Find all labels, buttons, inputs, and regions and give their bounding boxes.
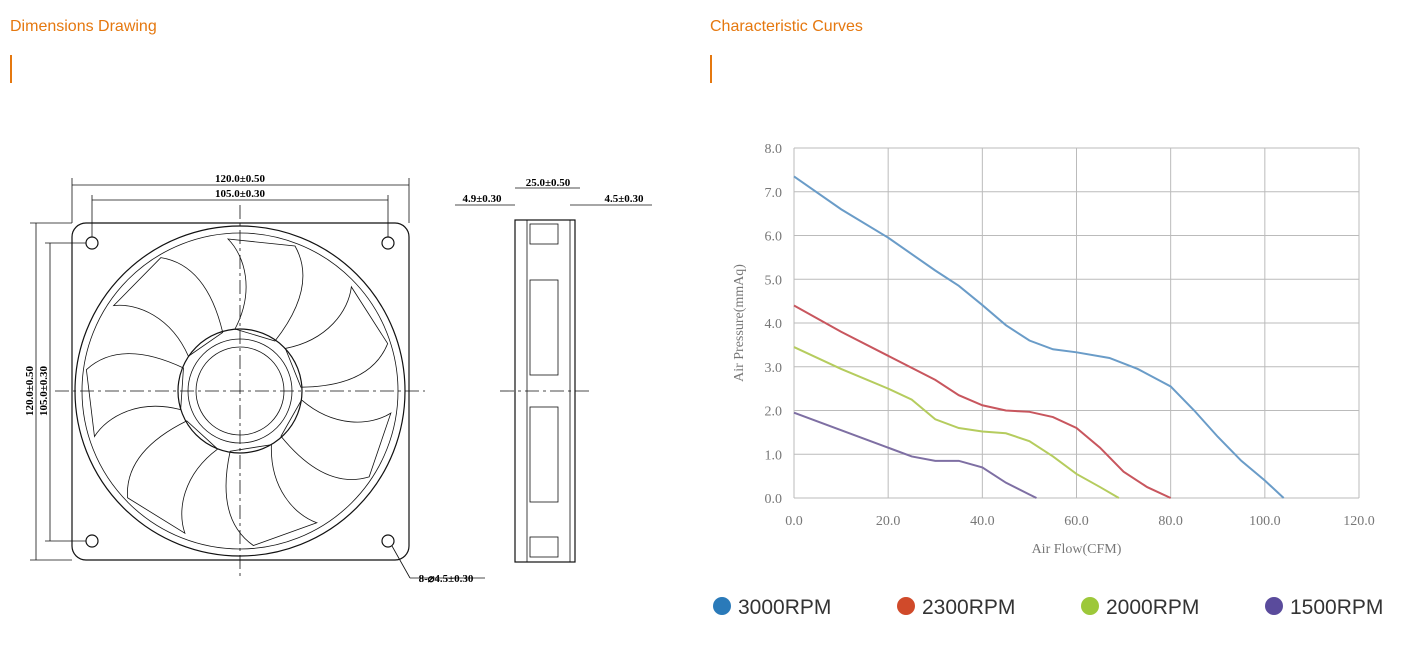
y-tick-label: 1.0 <box>765 448 783 463</box>
dimension-label: 4.5±0.30 <box>604 193 644 205</box>
dimension-label: 105.0±0.30 <box>38 365 50 416</box>
y-tick-label: 5.0 <box>765 273 783 288</box>
curve <box>793 175 1285 499</box>
x-tick-label: 40.0 <box>970 514 995 529</box>
legend-marker <box>1081 597 1099 615</box>
dimensions-drawing: 120.0±0.50 105.0±0.30 120.0±0.50 105.0±0… <box>24 173 652 585</box>
legend-label: 2300RPM <box>922 596 1015 619</box>
y-tick-label: 4.0 <box>765 317 783 332</box>
x-tick-label: 80.0 <box>1158 514 1183 529</box>
x-tick-label: 0.0 <box>785 514 803 529</box>
accent-bar <box>710 55 712 83</box>
dimension-label: 25.0±0.50 <box>526 177 571 189</box>
dimension-label: 8-⌀4.5±0.30 <box>419 573 474 585</box>
curve <box>793 304 1172 499</box>
x-tick-label: 120.0 <box>1343 514 1375 529</box>
dimension-label: 4.9±0.30 <box>462 193 502 205</box>
legend-label: 1500RPM <box>1290 596 1383 619</box>
y-tick-label: 0.0 <box>765 492 783 507</box>
y-tick-label: 7.0 <box>765 186 783 201</box>
x-tick-label: 20.0 <box>876 514 901 529</box>
curve <box>793 411 1037 499</box>
dimension-label: 105.0±0.30 <box>215 188 266 200</box>
legend-marker <box>713 597 731 615</box>
x-tick-label: 100.0 <box>1249 514 1281 529</box>
y-tick-label: 8.0 <box>765 142 783 157</box>
y-tick-label: 3.0 <box>765 361 783 376</box>
accent-bar <box>10 55 12 83</box>
y-tick-label: 2.0 <box>765 405 783 420</box>
y-axis-label: Air Pressure(mmAq) <box>732 264 747 382</box>
section-title: Dimensions Drawing <box>10 18 157 35</box>
dimension-label: 120.0±0.50 <box>215 173 266 185</box>
y-tick-label: 6.0 <box>765 230 783 245</box>
x-axis-label: Air Flow(CFM) <box>1032 542 1122 557</box>
characteristic-chart: 0.0 1.0 2.0 3.0 4.0 5.0 6.0 7.0 8.0 0.0 20.0 40.0 60… <box>713 142 1383 619</box>
legend-label: 3000RPM <box>738 596 831 619</box>
legend-marker <box>897 597 915 615</box>
section-title: Characteristic Curves <box>710 18 863 35</box>
x-tick-label: 60.0 <box>1064 514 1089 529</box>
curve <box>793 346 1120 499</box>
dimension-label: 120.0±0.50 <box>24 365 36 416</box>
legend-label: 2000RPM <box>1106 596 1199 619</box>
legend-marker <box>1265 597 1283 615</box>
